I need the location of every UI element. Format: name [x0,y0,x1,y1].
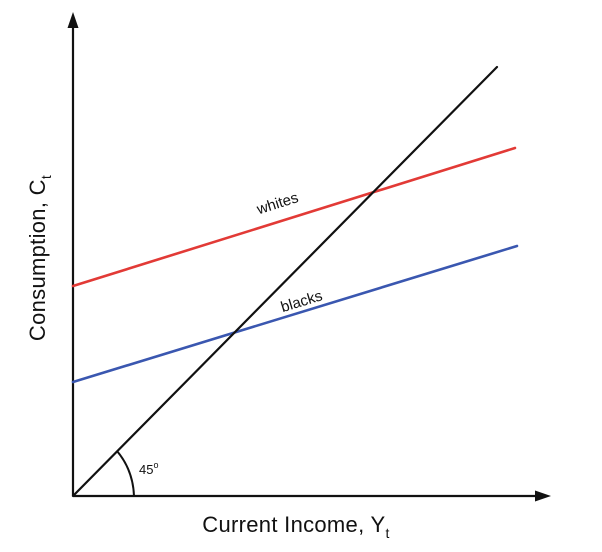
whites-consumption-line [71,146,517,288]
degree-symbol: o [153,460,158,470]
x-axis-title: Current Income, Yt [202,512,389,541]
whites-line-label: whites [254,189,301,218]
y-axis-subscript: t [38,175,54,179]
blacks-consumption-line [71,244,519,384]
forty-five-degree-line [71,65,499,498]
y-axis-title: Consumption, Ct [25,175,54,341]
x-axis-subscript: t [386,525,390,541]
y-axis-arrowhead [67,12,79,28]
angle-arc [116,450,135,497]
angle-label: 45o [139,460,158,477]
x-axis-arrowhead [535,490,551,502]
